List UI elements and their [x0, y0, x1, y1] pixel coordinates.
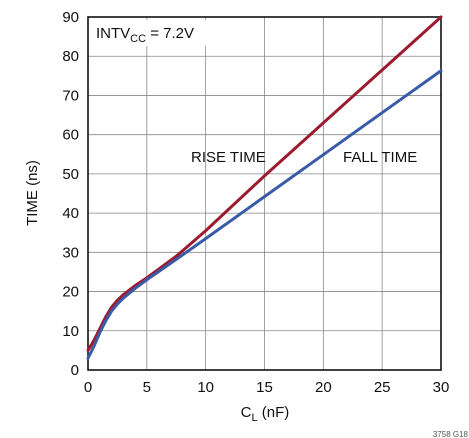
annotation-background	[91, 20, 209, 46]
y-tick-label: 60	[62, 127, 79, 144]
series-line-rise-time	[86, 15, 443, 352]
series-label-fall-time: FALL TIME	[343, 149, 417, 166]
annotation-label: INTVCC = 7.2V	[96, 25, 194, 45]
y-tick-label: 50	[62, 166, 79, 183]
grid	[88, 17, 441, 370]
y-tick-label: 0	[71, 362, 79, 379]
x-tick-label: 20	[315, 379, 332, 396]
x-tick-label: 5	[143, 379, 151, 396]
y-tick-label: 30	[62, 244, 79, 261]
x-tick-labels: 0 5 10 15 20 25 30	[84, 379, 450, 396]
x-tick-label: 0	[84, 379, 92, 396]
series-line-fall-time	[86, 69, 443, 360]
x-tick-label: 10	[197, 379, 214, 396]
y-axis-title: TIME (ns)	[24, 160, 41, 226]
x-axis-title: CL (nF)	[241, 404, 290, 424]
series-label-rise-time: RISE TIME	[191, 149, 266, 166]
series-lines	[86, 15, 443, 360]
y-tick-label: 90	[62, 9, 79, 26]
y-tick-label: 10	[62, 323, 79, 340]
plot-frame	[87, 16, 442, 371]
x-tick-label: 25	[374, 379, 391, 396]
y-tick-label: 20	[62, 284, 79, 301]
y-tick-label: 70	[62, 87, 79, 104]
x-tick-label: 15	[256, 379, 273, 396]
figure-id: 3758 G18	[433, 430, 469, 438]
x-tick-label: 30	[433, 379, 450, 396]
y-tick-label: 80	[62, 48, 79, 65]
y-tick-labels: 0 10 20 30 40 50 60 70 80 90	[62, 9, 79, 379]
y-tick-label: 40	[62, 205, 79, 222]
